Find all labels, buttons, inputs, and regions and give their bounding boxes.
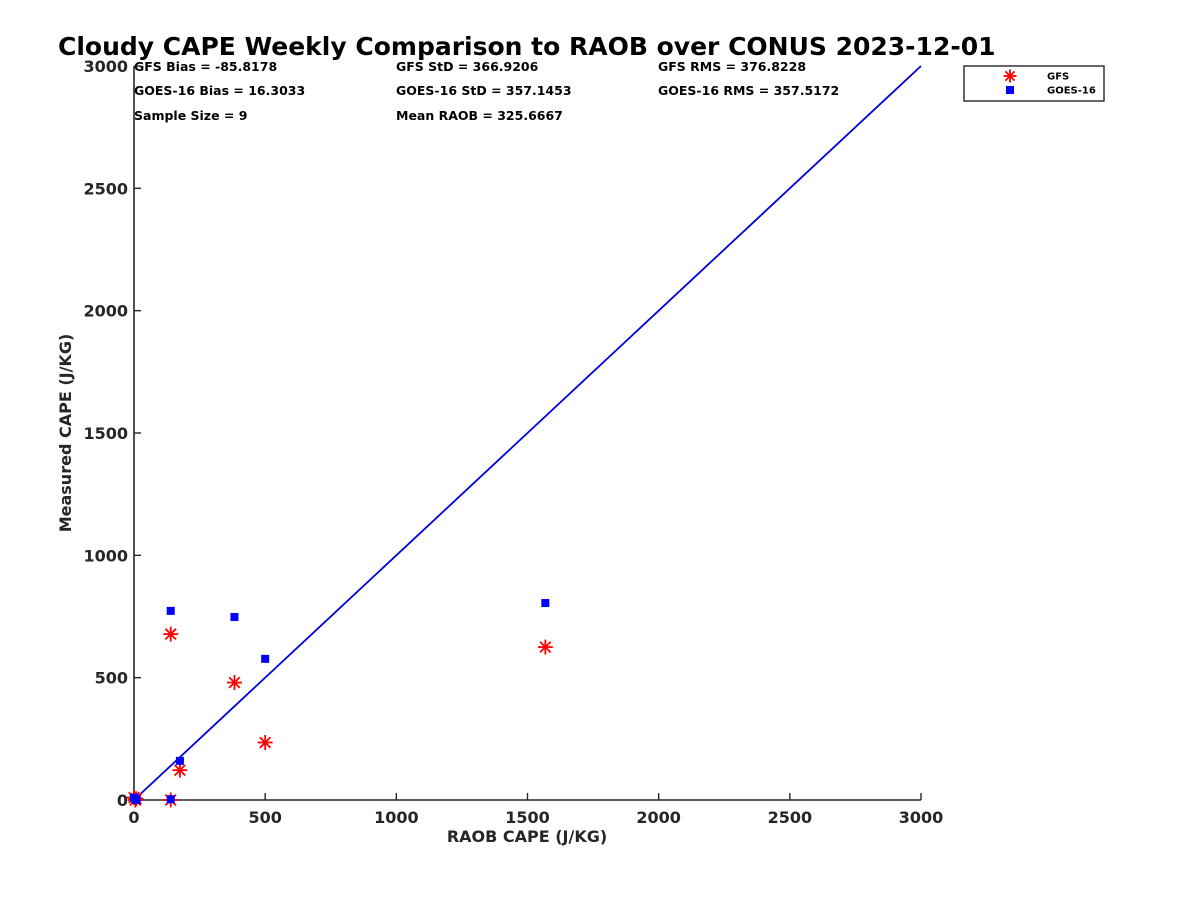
data-point [261,654,270,663]
legend-marker [1003,69,1017,83]
legend-marker [1006,86,1014,94]
series-goes-16 [130,599,550,804]
y-tick-label: 500 [95,669,128,688]
stat-annotation: GOES-16 RMS = 357.5172 [658,83,839,98]
data-point [230,612,239,621]
x-tick-label: 1500 [505,808,550,827]
x-tick-label: 2000 [636,808,681,827]
stats-annotations: GFS Bias = -85.8178 GFS StD = 366.9206 GFS… [134,59,839,123]
data-point [257,735,273,751]
y-axis-label: Measured CAPE (J/KG) [56,334,75,533]
data-point [541,599,550,608]
stat-annotation: Sample Size = 9 [134,108,247,123]
data-point [172,762,188,778]
data-point [175,756,184,765]
one-to-one-line [133,65,922,801]
x-tick-label: 500 [248,808,281,827]
legend-label: GOES-16 [1047,86,1096,97]
x-tick-label: 2500 [768,808,813,827]
x-tick-label: 3000 [899,808,944,827]
y-tick-label: 1000 [83,546,128,565]
stat-annotation: GOES-16 Bias = 16.3033 [134,83,305,98]
x-tick-label: 0 [128,808,139,827]
y-tick-label: 3000 [83,57,128,76]
y-tick-label: 2500 [83,179,128,198]
x-tick-label: 1000 [374,808,419,827]
legend-label: GFS [1047,72,1069,83]
data-point [166,606,175,615]
data-points [126,599,553,808]
stat-annotation: GFS StD = 366.9206 [396,59,539,74]
x-axis-label: RAOB CAPE (J/KG) [447,827,607,846]
legend-box [963,65,1105,102]
data-point [226,675,242,691]
ticks: 0 500 1000 1500 2000 2500 3000 0 500 1000 1500 2000… [83,57,943,827]
data-point [132,796,141,804]
stat-annotation: Mean RAOB = 325.6667 [396,108,563,123]
stat-annotation: GFS Bias = -85.8178 [134,59,277,74]
y-tick-label: 1500 [83,424,128,443]
y-tick-label: 2000 [83,302,128,321]
stat-annotation: GOES-16 StD = 357.1453 [396,83,572,98]
data-point [537,639,553,655]
stat-annotation: GFS RMS = 376.8228 [658,59,806,74]
chart-title: Cloudy CAPE Weekly Comparison to RAOB ov… [58,32,996,61]
y-tick-label: 0 [117,791,128,810]
data-point [163,626,179,642]
data-point [166,795,175,804]
reference-line-layer [133,65,922,801]
legend: GFS GOES-16 [963,65,1105,102]
